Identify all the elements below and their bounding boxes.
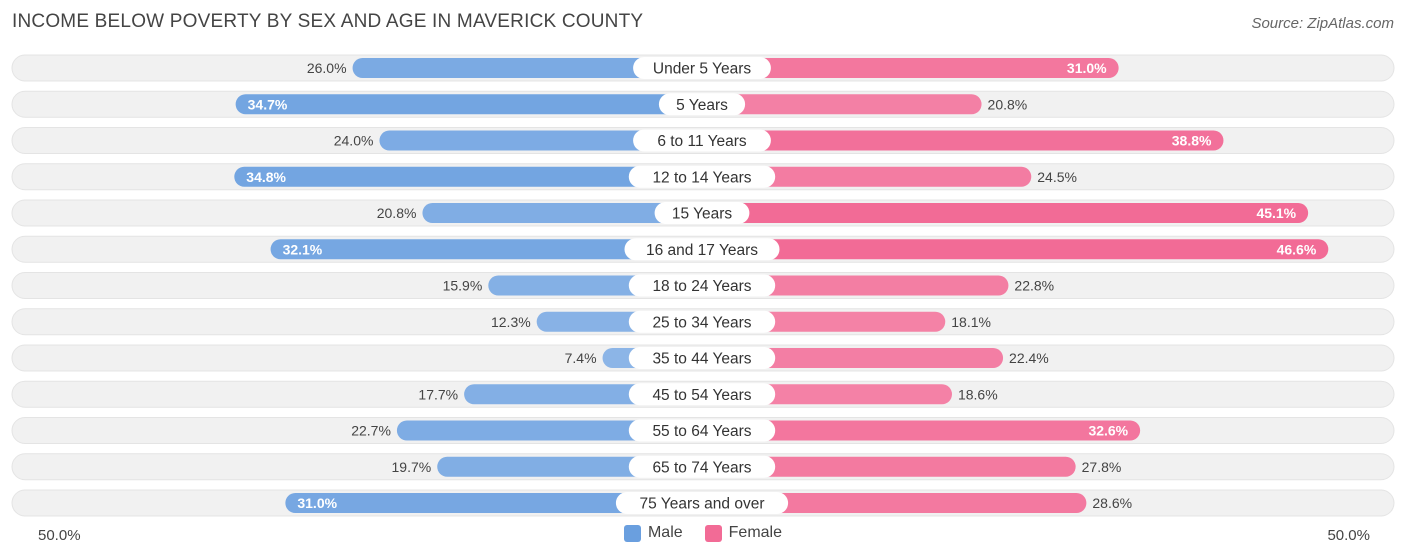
category-label: 35 to 44 Years bbox=[652, 351, 751, 368]
category-label-bg bbox=[658, 93, 746, 116]
category-label-bg bbox=[628, 274, 776, 297]
bar-male bbox=[379, 130, 702, 151]
value-label-female: 28.6% bbox=[1092, 495, 1132, 511]
category-label: 55 to 64 Years bbox=[652, 423, 751, 440]
value-label-female: 45.1% bbox=[1256, 205, 1296, 221]
chart-source: Source: ZipAtlas.com bbox=[1251, 15, 1394, 32]
value-label-male: 31.0% bbox=[297, 495, 337, 511]
value-label-female: 31.0% bbox=[1067, 60, 1107, 76]
value-label-female: 22.8% bbox=[1014, 278, 1054, 294]
bar-male bbox=[396, 420, 702, 441]
category-label: 18 to 24 Years bbox=[652, 278, 751, 295]
bar-female bbox=[702, 94, 982, 115]
value-label-male: 7.4% bbox=[565, 350, 597, 366]
legend-swatch-male bbox=[623, 524, 641, 542]
legend-swatch-female bbox=[704, 524, 722, 542]
legend-label-female: Female bbox=[728, 524, 783, 541]
diverging-bar-chart: 26.0% 31.0% Under 5 Years 34.7% 20.8% 5 Years… bbox=[11, 54, 1395, 517]
category-label: 75 Years and over bbox=[640, 496, 765, 513]
category-label-bg bbox=[628, 165, 776, 188]
value-label-male: 22.7% bbox=[351, 423, 391, 439]
value-label-male: 32.1% bbox=[283, 241, 323, 257]
bar-male bbox=[352, 58, 702, 78]
value-label-male: 15.9% bbox=[443, 278, 483, 294]
bar-female bbox=[702, 166, 1032, 187]
value-label-female: 24.5% bbox=[1037, 169, 1077, 185]
category-label: 16 and 17 Years bbox=[646, 242, 758, 259]
category-label: 15 Years bbox=[672, 206, 733, 223]
value-label-male: 34.7% bbox=[248, 96, 288, 112]
category-label: 65 to 74 Years bbox=[652, 459, 751, 476]
bar-female bbox=[702, 348, 1004, 368]
value-label-male: 19.7% bbox=[392, 459, 432, 475]
category-label-bg bbox=[628, 455, 776, 478]
chart-title: INCOME BELOW POVERTY BY SEX AND AGE IN M… bbox=[12, 11, 644, 32]
value-label-female: 46.6% bbox=[1277, 241, 1317, 257]
axis-left-label: 50.0% bbox=[38, 527, 81, 544]
axis-right-label: 50.0% bbox=[1327, 527, 1370, 544]
legend: Male Female bbox=[0, 524, 1406, 542]
category-label: 5 Years bbox=[676, 97, 728, 114]
category-label: 45 to 54 Years bbox=[652, 387, 751, 404]
legend-item-female: Female bbox=[704, 524, 783, 542]
legend-label-male: Male bbox=[647, 524, 683, 541]
category-label-bg bbox=[654, 202, 750, 224]
value-label-female: 27.8% bbox=[1082, 459, 1122, 475]
value-label-male: 26.0% bbox=[307, 60, 347, 76]
value-label-male: 17.7% bbox=[418, 386, 458, 402]
bar-male bbox=[234, 166, 702, 187]
category-label: Under 5 Years bbox=[653, 61, 751, 78]
legend-item-male: Male bbox=[623, 524, 683, 542]
value-label-female: 18.6% bbox=[958, 386, 998, 402]
category-label-bg bbox=[624, 238, 780, 261]
category-label-bg bbox=[633, 57, 771, 79]
bar-female bbox=[702, 130, 1224, 151]
value-label-male: 12.3% bbox=[491, 314, 531, 330]
bar-male bbox=[422, 203, 702, 223]
bar-female bbox=[702, 456, 1076, 477]
category-label-bg bbox=[628, 310, 776, 333]
category-label: 12 to 14 Years bbox=[652, 169, 751, 186]
value-label-male: 20.8% bbox=[377, 205, 417, 221]
category-label-bg bbox=[615, 492, 789, 514]
category-label: 6 to 11 Years bbox=[657, 133, 747, 150]
bar-male bbox=[270, 239, 702, 260]
value-label-male: 34.8% bbox=[246, 169, 286, 185]
category-label: 25 to 34 Years bbox=[652, 314, 751, 331]
value-label-female: 20.8% bbox=[988, 96, 1028, 112]
category-label-bg bbox=[628, 347, 776, 369]
bar-female bbox=[702, 493, 1087, 513]
bar-male bbox=[285, 493, 702, 513]
category-label-bg bbox=[633, 129, 771, 152]
value-label-male: 24.0% bbox=[334, 133, 374, 149]
value-label-female: 32.6% bbox=[1088, 423, 1128, 439]
bar-female bbox=[702, 239, 1329, 260]
bar-female bbox=[702, 420, 1141, 441]
bar-female bbox=[702, 203, 1309, 223]
value-label-female: 22.4% bbox=[1009, 350, 1049, 366]
value-label-female: 38.8% bbox=[1172, 133, 1212, 149]
category-label-bg bbox=[628, 383, 776, 406]
bar-male bbox=[235, 94, 702, 115]
bar-female bbox=[702, 58, 1119, 78]
bar-female bbox=[702, 275, 1009, 296]
category-label-bg bbox=[628, 419, 776, 442]
value-label-female: 18.1% bbox=[951, 314, 991, 330]
